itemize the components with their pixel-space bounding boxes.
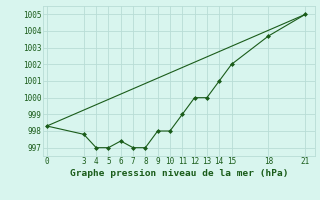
X-axis label: Graphe pression niveau de la mer (hPa): Graphe pression niveau de la mer (hPa) xyxy=(70,169,288,178)
